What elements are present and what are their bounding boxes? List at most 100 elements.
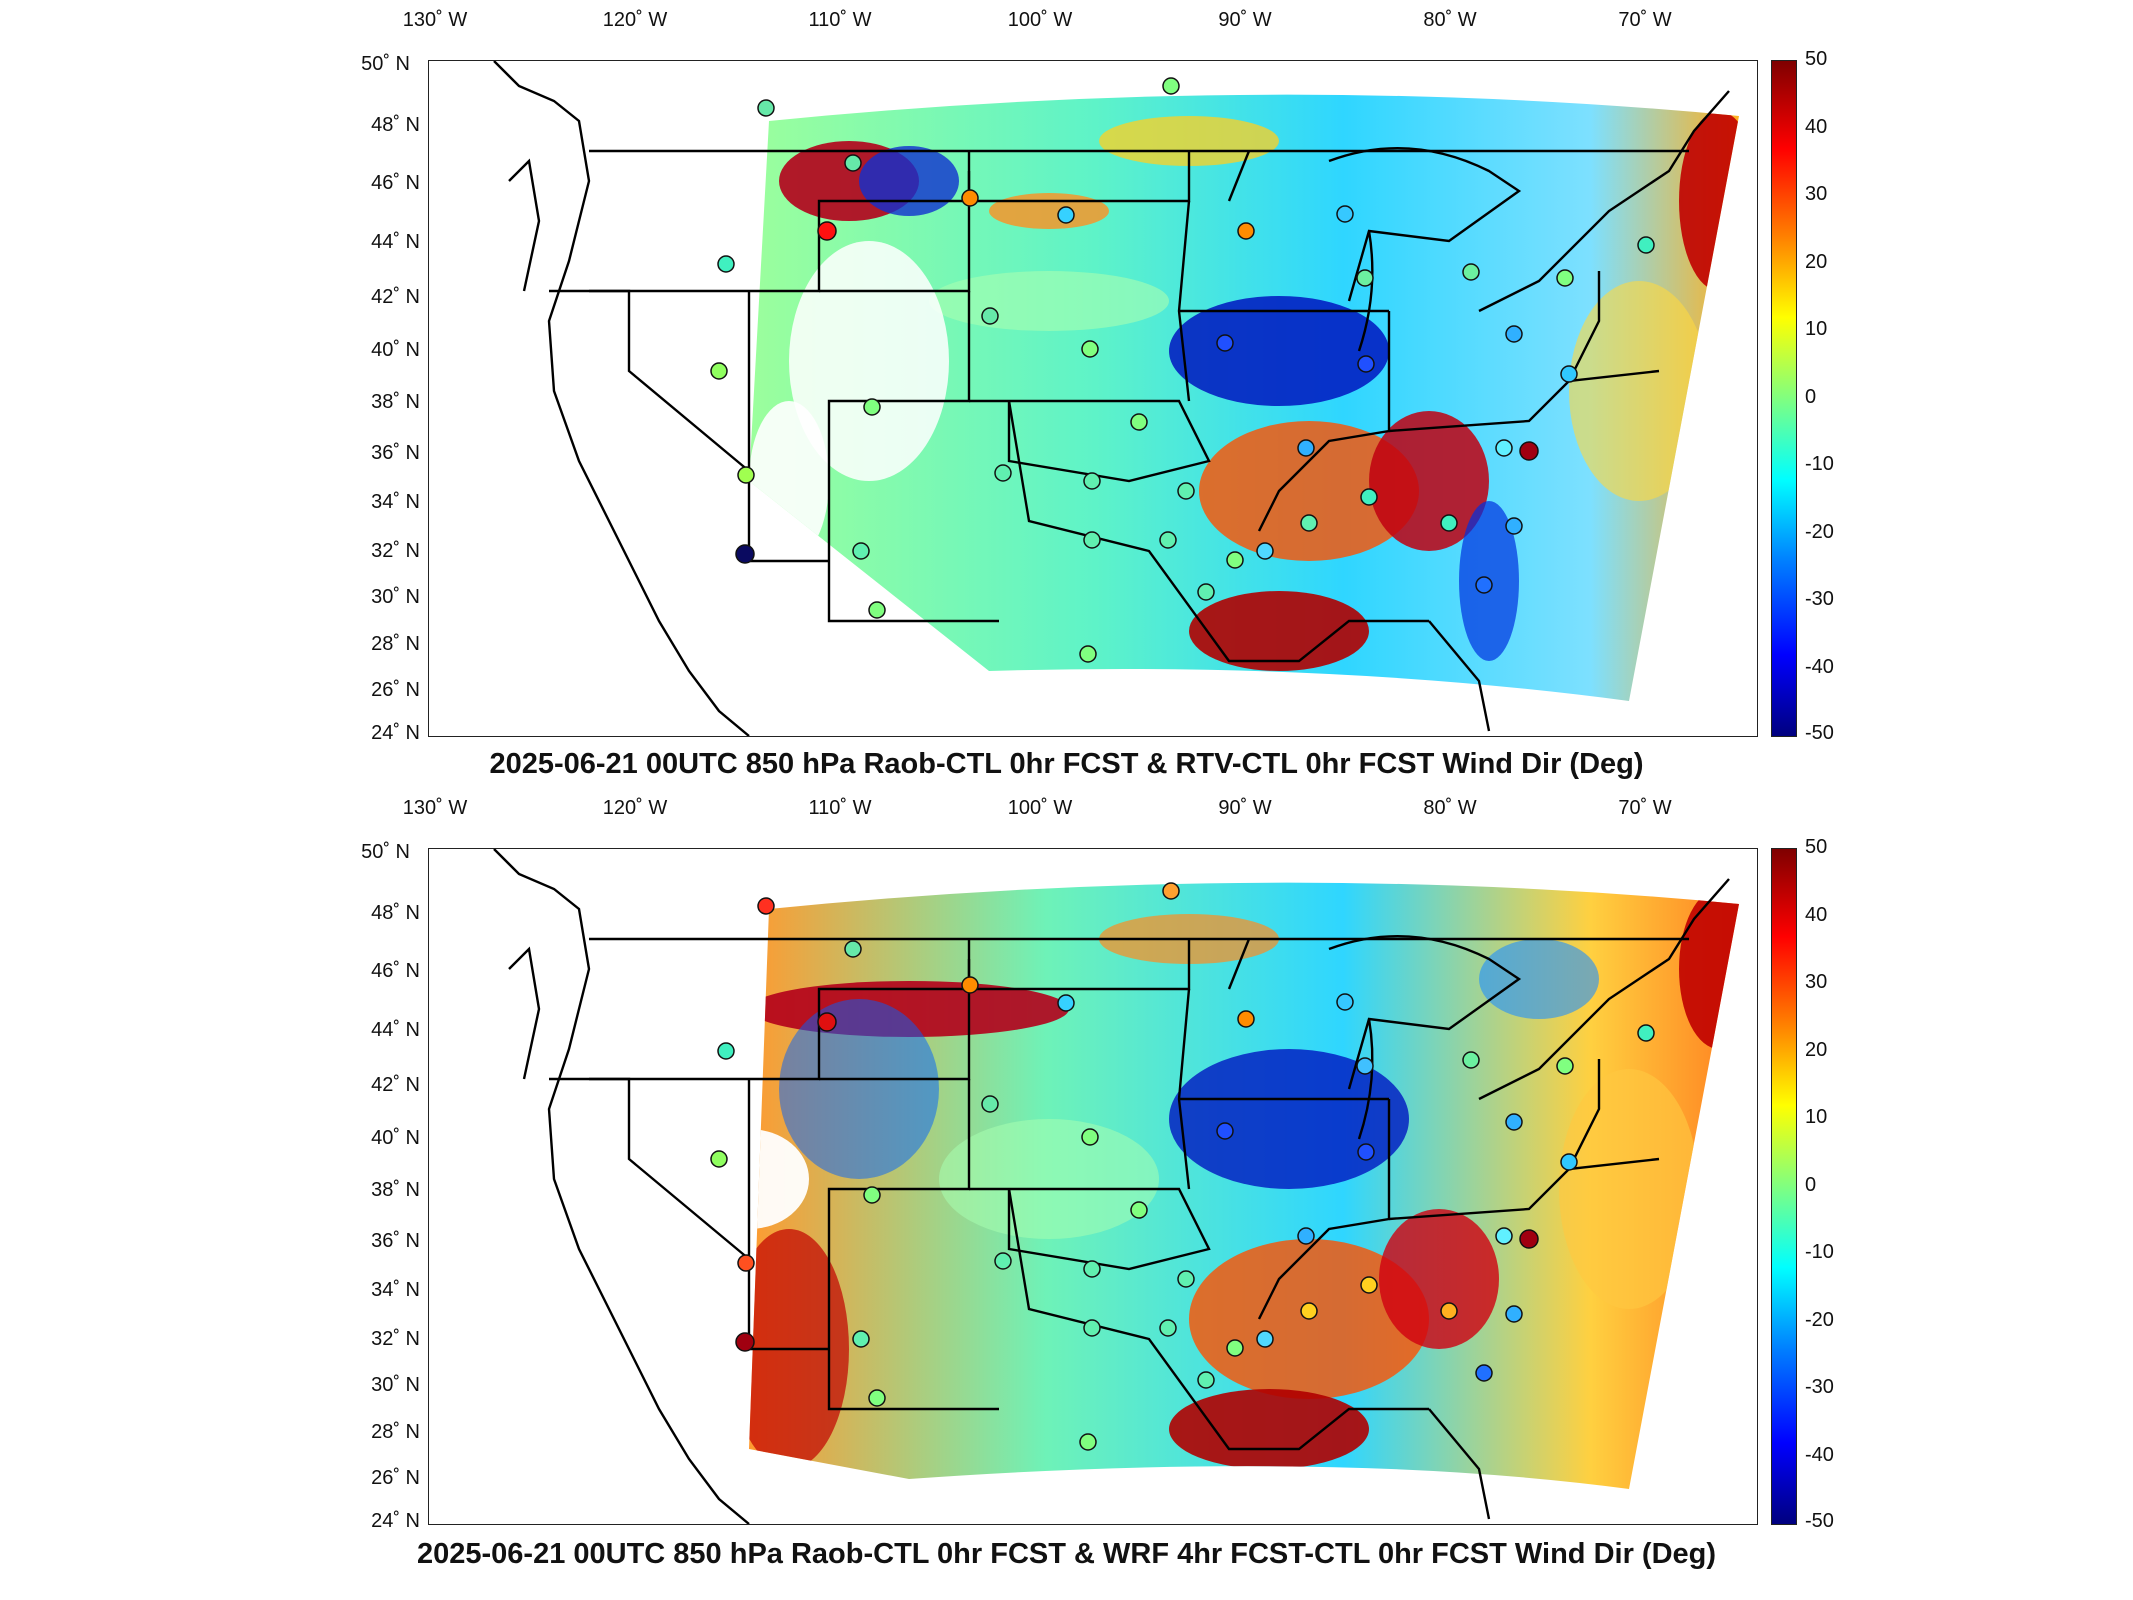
colorbar-tick: -10 <box>1805 1241 1834 1263</box>
map-2 <box>428 848 1758 1525</box>
map-2-svg <box>493 849 1739 1524</box>
lat-label: 24˚ N <box>371 722 420 744</box>
raob-marker <box>868 1389 886 1407</box>
raob-marker <box>1130 413 1148 431</box>
boundaries <box>493 849 1730 1524</box>
raob-marker <box>1057 994 1075 1012</box>
raob-marker <box>710 1150 728 1168</box>
raob-marker <box>757 99 775 117</box>
colorbar-tick: 40 <box>1805 904 1828 926</box>
raob-marker <box>1216 1122 1234 1140</box>
lat-label: 44˚ N <box>371 1019 420 1041</box>
raob-marker <box>1237 1010 1255 1028</box>
raob-marker <box>1256 542 1274 560</box>
raob-marker <box>817 221 837 241</box>
raob-marker <box>1226 1339 1244 1357</box>
raob-marker <box>1519 441 1539 461</box>
raob-marker <box>1336 205 1354 223</box>
colorbar-tick: -40 <box>1805 656 1834 678</box>
raob-marker <box>1300 514 1318 532</box>
colorbar-tick: 10 <box>1805 1106 1828 1128</box>
raob-marker <box>1300 1302 1318 1320</box>
colorbar-tick: 20 <box>1805 251 1828 273</box>
raob-marker <box>1475 1364 1493 1382</box>
colorbar-tick: 40 <box>1805 116 1828 138</box>
lat-label: 40˚ N <box>371 1127 420 1149</box>
colorbar-tick: 10 <box>1805 318 1828 340</box>
lat-label: 46˚ N <box>371 172 420 194</box>
raob-marker <box>1519 1229 1539 1249</box>
boundaries <box>493 61 1730 736</box>
raob-marker <box>1226 551 1244 569</box>
lat-label: 36˚ N <box>371 1230 420 1252</box>
raob-marker <box>1560 1153 1578 1171</box>
lat-label: 30˚ N <box>371 586 420 608</box>
map-1-svg <box>493 61 1739 736</box>
colorbar-tick: -30 <box>1805 588 1834 610</box>
raob-marker <box>1336 993 1354 1011</box>
raob-markers <box>710 77 1655 663</box>
raob-marker <box>1556 269 1574 287</box>
raob-marker <box>1440 514 1458 532</box>
raob-marker <box>852 1330 870 1348</box>
raob-marker <box>1216 334 1234 352</box>
lon-label: 90˚ W <box>1218 9 1272 31</box>
raob-marker <box>1083 531 1101 549</box>
raob-marker <box>1356 269 1374 287</box>
raob-marker <box>852 542 870 560</box>
colorbar-tick: 0 <box>1805 386 1817 408</box>
raob-marker <box>1297 1227 1315 1245</box>
raob-marker <box>961 189 979 207</box>
panel-title: 2025-06-21 00UTC 850 hPa Raob-CTL 0hr FC… <box>416 1538 1717 1570</box>
colorbar-tick: 50 <box>1805 836 1828 858</box>
lon-label: 70˚ W <box>1618 797 1672 819</box>
raob-markers <box>710 882 1655 1451</box>
raob-marker <box>1357 1143 1375 1161</box>
colorbar-tick: 50 <box>1805 48 1828 70</box>
raob-marker <box>717 255 735 273</box>
raob-marker <box>1297 439 1315 457</box>
raob-marker <box>1162 882 1180 900</box>
raob-marker <box>1256 1330 1274 1348</box>
lon-label: 100˚ W <box>1007 797 1073 819</box>
lat-label: 40˚ N <box>371 339 420 361</box>
colorbar-tick: 0 <box>1805 1174 1817 1196</box>
lon-label: 110˚ W <box>808 797 872 819</box>
raob-marker <box>1081 340 1099 358</box>
lon-label: 130˚ W <box>402 797 468 819</box>
raob-marker <box>1556 1057 1574 1075</box>
lat-label: 44˚ N <box>371 231 420 253</box>
raob-marker <box>735 1332 755 1352</box>
raob-marker <box>1357 355 1375 373</box>
colorbar-1 <box>1771 60 1797 737</box>
raob-marker <box>1083 472 1101 490</box>
raob-marker <box>1505 517 1523 535</box>
raob-marker <box>1462 1051 1480 1069</box>
raob-marker <box>1495 439 1513 457</box>
raob-marker <box>981 307 999 325</box>
lon-label: 130˚ W <box>402 9 468 31</box>
lat-label: 34˚ N <box>371 491 420 513</box>
raob-marker <box>1505 325 1523 343</box>
lat-label: 42˚ N <box>371 1074 420 1096</box>
raob-marker <box>710 362 728 380</box>
raob-marker <box>1505 1305 1523 1323</box>
colorbar-tick: -40 <box>1805 1444 1834 1466</box>
raob-marker <box>1162 77 1180 95</box>
lon-label: 80˚ W <box>1423 9 1477 31</box>
colorbar-tick: 20 <box>1805 1039 1828 1061</box>
lat-label: 26˚ N <box>371 1467 420 1489</box>
raob-marker <box>1177 1270 1195 1288</box>
raob-marker <box>737 1254 755 1272</box>
raob-marker <box>1237 222 1255 240</box>
lat-label: 48˚ N <box>371 114 420 136</box>
raob-marker <box>1560 365 1578 383</box>
lat-label: 42˚ N <box>371 286 420 308</box>
field-domain <box>749 882 1739 1489</box>
raob-marker <box>1637 236 1655 254</box>
raob-marker <box>994 1252 1012 1270</box>
lat-label: 50˚ N <box>361 841 410 863</box>
raob-marker <box>735 544 755 564</box>
lat-label: 32˚ N <box>371 1328 420 1350</box>
raob-marker <box>757 897 775 915</box>
